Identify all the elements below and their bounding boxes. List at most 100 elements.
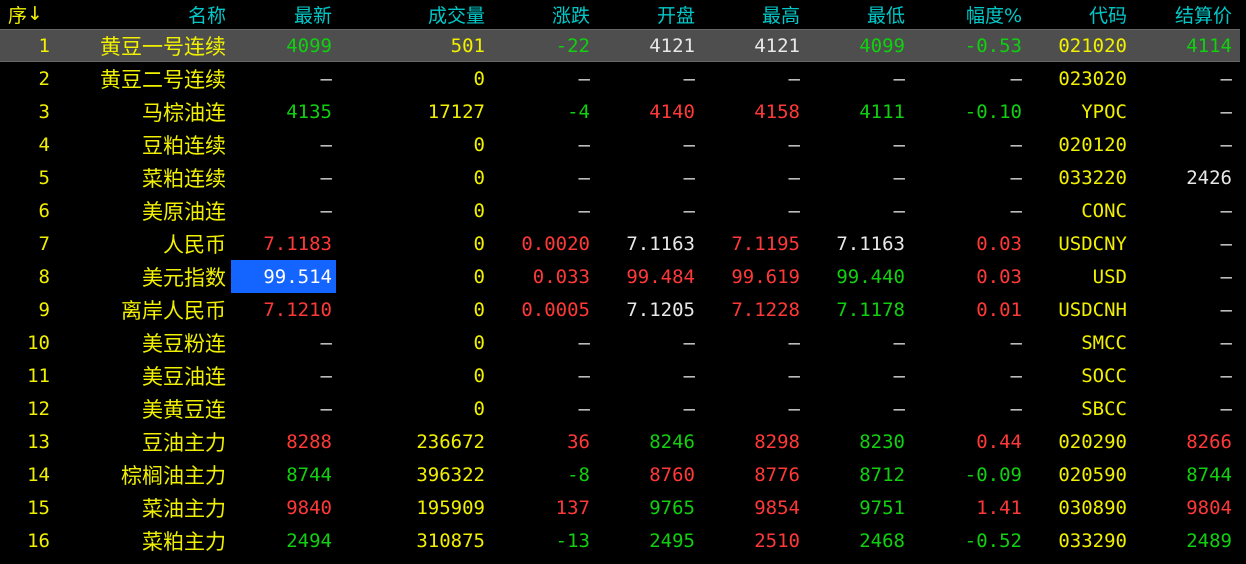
column-header-settle[interactable]: 结算价 [1127, 0, 1232, 28]
column-header-code[interactable]: 代码 [1022, 0, 1127, 28]
cell-pct: — [1010, 364, 1022, 387]
cell-last: — [320, 397, 332, 420]
table-row[interactable]: 9 离岸人民币 7.1210 0 0.0005 7.1205 7.1228 7.1178 0.0… [0, 293, 1240, 326]
table-row[interactable]: 7 人民币 7.1183 0 0.0020 7.1163 7.1195 7.1163 0.03 U… [0, 227, 1240, 260]
cell-settle: — [1220, 232, 1232, 255]
cell-change: 0.0020 [521, 232, 590, 255]
column-header-low[interactable]: 最低 [800, 0, 905, 28]
cell-code: SBCC [1081, 397, 1127, 420]
cell-low: 7.1163 [836, 232, 905, 255]
cell-low: — [893, 133, 905, 156]
table-row[interactable]: 14 棕榈油主力 8744 396322 -8 8760 8776 8712 -0.09 0205… [0, 458, 1240, 491]
cell-high: — [788, 199, 800, 222]
column-header-label: 幅度% [965, 4, 1022, 27]
cell-high: — [788, 364, 800, 387]
cell-name: 菜粕主力 [142, 529, 226, 554]
table-row[interactable]: 8 美元指数 99.514 0 0.033 99.484 99.619 99.440 0.03 U… [0, 260, 1240, 293]
sort-arrow-down-icon: ↓ [27, 3, 43, 25]
cell-open: — [683, 364, 695, 387]
cell-open: 4121 [649, 34, 695, 57]
cell-last: 8744 [286, 463, 332, 486]
cell-low: 4099 [859, 34, 905, 57]
column-header-high[interactable]: 最高 [695, 0, 800, 28]
cell-seq: 8 [38, 265, 50, 288]
column-header-seq[interactable]: 序 ↓ [8, 0, 58, 28]
cell-code: USD [1092, 265, 1127, 288]
cell-change: — [578, 397, 590, 420]
cell-seq: 9 [38, 298, 50, 321]
cell-volume: 0 [473, 364, 485, 387]
column-header-last[interactable]: 最新 [227, 0, 332, 28]
cell-settle: — [1220, 298, 1232, 321]
cell-name: 马棕油连 [142, 100, 226, 125]
table-row[interactable]: 5 菜粕连续 — 0 — — — — — 033220 2426 [0, 161, 1240, 194]
cell-pct: — [1010, 166, 1022, 189]
table-row[interactable]: 12 美黄豆连 — 0 — — — — — SBCC — [0, 392, 1240, 425]
cell-settle: — [1220, 364, 1232, 387]
column-header-volume[interactable]: 成交量 [335, 0, 485, 28]
table-row[interactable]: 1 黄豆一号连续 4099 501 -22 4121 4121 4099 -0.53 021020… [0, 29, 1240, 62]
cell-high: — [788, 67, 800, 90]
table-row[interactable]: 4 豆粕连续 — 0 — — — — — 020120 — [0, 128, 1240, 161]
cell-last: — [320, 364, 332, 387]
table-row[interactable]: 13 豆油主力 8288 236672 36 8246 8298 8230 0.44 020290… [0, 425, 1240, 458]
cell-high: — [788, 397, 800, 420]
cell-change: 0.033 [532, 265, 590, 288]
column-header-change[interactable]: 涨跌 [485, 0, 590, 28]
cell-open: — [683, 199, 695, 222]
cell-seq: 3 [38, 100, 50, 123]
table-row[interactable]: 2 黄豆二号连续 — 0 — — — — — 023020 — [0, 62, 1240, 95]
column-header-label: 序 [8, 4, 28, 27]
cell-high: — [788, 133, 800, 156]
cell-pct: 0.44 [976, 430, 1022, 453]
cell-volume: 0 [473, 67, 485, 90]
column-header-name[interactable]: 名称 [26, 0, 226, 28]
cell-name: 豆粕连续 [142, 133, 226, 158]
table-row[interactable]: 10 美豆粉连 — 0 — — — — — SMCC — [0, 326, 1240, 359]
cell-last: 99.514 [231, 260, 336, 293]
cell-settle: 8266 [1186, 430, 1232, 453]
column-header-label: 名称 [187, 4, 226, 27]
cell-low: 99.440 [836, 265, 905, 288]
column-header-pct[interactable]: 幅度% [907, 0, 1022, 28]
cell-seq: 16 [27, 529, 50, 552]
cell-change: — [578, 133, 590, 156]
cell-change: — [578, 166, 590, 189]
cell-code: 033220 [1058, 166, 1127, 189]
cell-settle: — [1220, 133, 1232, 156]
cell-low: 9751 [859, 496, 905, 519]
cell-seq: 7 [38, 232, 50, 255]
column-header-label: 成交量 [427, 4, 485, 27]
column-header-open[interactable]: 开盘 [590, 0, 695, 28]
cell-code: 021020 [1058, 34, 1127, 57]
column-header-label: 最低 [866, 4, 905, 27]
cell-volume: 0 [473, 265, 485, 288]
cell-low: — [893, 364, 905, 387]
cell-last: 4135 [286, 100, 332, 123]
cell-high: 9854 [754, 496, 800, 519]
cell-last: 8288 [286, 430, 332, 453]
cell-volume: 0 [473, 232, 485, 255]
table-row[interactable]: 15 菜油主力 9840 195909 137 9765 9854 9751 1.41 03089… [0, 491, 1240, 524]
table-row[interactable]: 11 美豆油连 — 0 — — — — — SOCC — [0, 359, 1240, 392]
table-row[interactable]: 16 菜粕主力 2494 310875 -13 2495 2510 2468 -0.52 0332… [0, 524, 1240, 557]
cell-seq: 12 [27, 397, 50, 420]
cell-code: USDCNY [1058, 232, 1127, 255]
table-row[interactable]: 6 美原油连 — 0 — — — — — CONC — [0, 194, 1240, 227]
cell-last: — [320, 331, 332, 354]
cell-settle: 8744 [1186, 463, 1232, 486]
cell-change: -8 [567, 463, 590, 486]
cell-low: 2468 [859, 529, 905, 552]
cell-change: 36 [567, 430, 590, 453]
cell-last: — [320, 67, 332, 90]
cell-name: 菜油主力 [142, 496, 226, 521]
cell-settle: 2426 [1186, 166, 1232, 189]
table-row[interactable]: 3 马棕油连 4135 17127 -4 4140 4158 4111 -0.10 YPOC — [0, 95, 1240, 128]
cell-name: 美豆粉连 [142, 331, 226, 356]
cell-name: 人民币 [163, 232, 226, 257]
cell-pct: — [1010, 67, 1022, 90]
column-header-label: 代码 [1088, 4, 1127, 27]
cell-pct: -0.52 [964, 529, 1022, 552]
cell-volume: 195909 [416, 496, 485, 519]
cell-last: 2494 [286, 529, 332, 552]
